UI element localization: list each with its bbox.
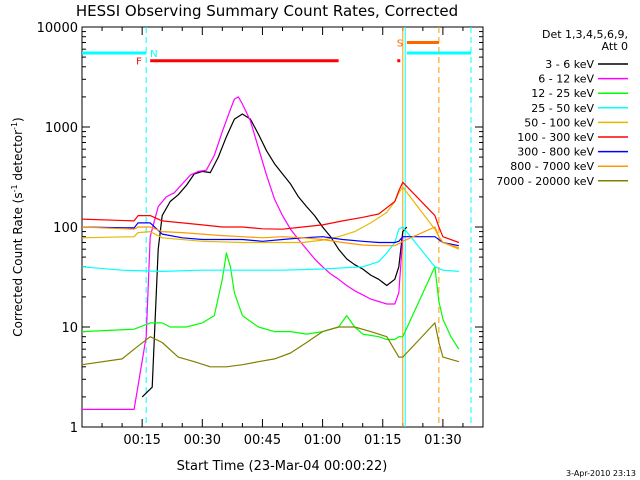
f-flag-bar-dot (397, 59, 401, 63)
legend-label: 50 - 100 keV (524, 116, 594, 129)
x-tick-label: 01:15 (364, 433, 401, 448)
f-flag-label: F (136, 57, 142, 68)
x-tick-label: 00:15 (123, 433, 160, 448)
chart-title: HESSI Observing Summary Count Rates, Cor… (76, 2, 458, 20)
x-tick-label: 01:30 (424, 433, 461, 448)
legend-label: 100 - 300 keV (517, 131, 594, 144)
legend-label: 6 - 12 keV (538, 73, 594, 86)
legend-label: 25 - 50 keV (531, 102, 594, 115)
y-axis-label: Corrected Count Rate (s-1 detector-1) (10, 117, 25, 336)
legend-header-line2: Att 0 (602, 40, 628, 53)
series-line (81, 186, 460, 250)
legend-label: 300 - 800 keV (517, 146, 594, 159)
footer-date: 3-Apr-2010 23:13 (566, 469, 636, 478)
legend-label: 800 - 7000 keV (510, 160, 594, 173)
n-flag-label: N (150, 49, 157, 60)
x-axis: 00:15 00:30 00:45 01:00 01:15 01:30 (101, 27, 464, 448)
x-tick-label: 00:30 (184, 433, 221, 448)
x-tick-label: 01:00 (304, 433, 341, 448)
series-line (81, 181, 460, 244)
y-tick-label: 1 (70, 421, 78, 436)
s-flag-label: S (397, 38, 403, 49)
y-axis: 1 10 100 1000 10000 (37, 21, 483, 436)
series-group (81, 96, 460, 410)
legend-label: 12 - 25 keV (531, 87, 594, 100)
y-tick-label: 1000 (45, 121, 78, 136)
legend-label: 7000 - 20000 keV (496, 175, 594, 188)
series-line (81, 226, 460, 249)
y-tick-label: 100 (53, 221, 78, 236)
y-tick-label: 10000 (37, 21, 78, 36)
series-line (81, 252, 460, 350)
x-axis-label: Start Time (23-Mar-04 00:00:22) (177, 459, 388, 474)
series-line (81, 322, 460, 368)
x-tick-label: 00:45 (244, 433, 281, 448)
series-line (81, 226, 459, 272)
series-line (141, 113, 408, 398)
y-tick-label: 10 (61, 321, 78, 336)
legend-label: 3 - 6 keV (545, 58, 594, 71)
series-line (82, 96, 404, 410)
series-line (81, 222, 460, 247)
legend-header-line1: Det 1,3,4,5,6,9, (542, 28, 628, 41)
